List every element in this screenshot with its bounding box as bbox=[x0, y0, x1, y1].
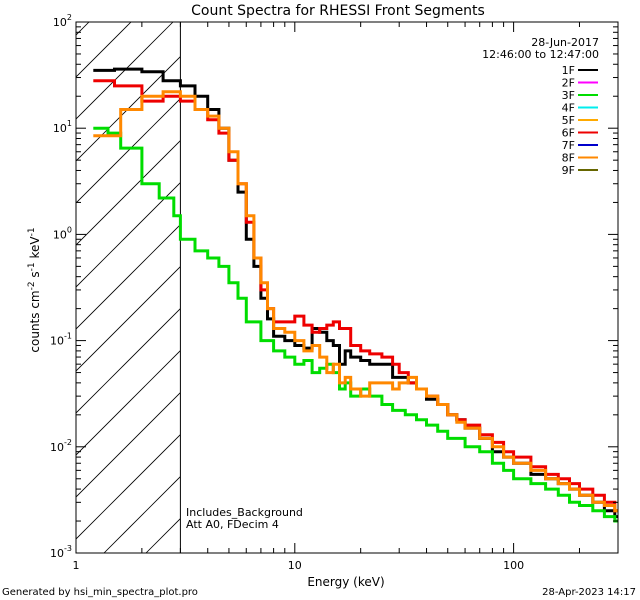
y-tick-label: 10-2 bbox=[50, 438, 72, 454]
legend-time-range: 12:46:00 to 12:47:00 bbox=[482, 48, 599, 61]
x-tick-label: 10 bbox=[288, 559, 302, 572]
legend-label: 6F bbox=[562, 127, 575, 140]
x-tick-label: 100 bbox=[503, 559, 524, 572]
x-axis-label: Energy (keV) bbox=[307, 575, 384, 589]
hatch-line bbox=[76, 266, 181, 372]
legend-label: 1F bbox=[562, 64, 575, 77]
hatch-line bbox=[76, 22, 174, 120]
y-tick-label: 102 bbox=[53, 13, 72, 29]
legend-label: 3F bbox=[562, 89, 575, 102]
series-layer bbox=[93, 67, 618, 523]
y-axis-label: counts cm-2 s-1 keV-1 bbox=[27, 227, 42, 352]
y-tick-label: 10-1 bbox=[50, 332, 72, 348]
legend-label: 8F bbox=[562, 152, 575, 165]
legend-label: 4F bbox=[562, 102, 575, 115]
legend-label: 5F bbox=[562, 114, 575, 127]
x-tick-label: 1 bbox=[73, 559, 80, 572]
hatch-line bbox=[76, 392, 181, 498]
legend-label: 9F bbox=[562, 164, 575, 177]
annotation-background: Includes_Background bbox=[186, 506, 303, 519]
hatch-line bbox=[76, 98, 181, 204]
plot-frame bbox=[75, 21, 619, 554]
footer-timestamp: 28-Apr-2023 14:17 bbox=[542, 587, 636, 598]
legend-label: 2F bbox=[562, 77, 575, 90]
legend-label: 7F bbox=[562, 139, 575, 152]
y-tick-label: 101 bbox=[53, 119, 72, 135]
legend: 28-Jun-2017 12:46:00 to 12:47:00 1F2F3F4… bbox=[482, 36, 599, 177]
footer-generated-by: Generated by hsi_min_spectra_plot.pro bbox=[2, 587, 198, 598]
axes: 10-3 10-2 10-1 100 101 102 1 10 100 bbox=[50, 13, 619, 572]
annotation-attenuator: Att A0, FDecim 4 bbox=[186, 518, 279, 531]
chart-title: Count Spectra for RHESSI Front Segments bbox=[191, 3, 485, 19]
y-tick-label: 10-3 bbox=[50, 544, 72, 560]
legend-date: 28-Jun-2017 bbox=[531, 36, 599, 49]
series-line-3f bbox=[93, 126, 618, 523]
series-line-8f bbox=[93, 90, 618, 513]
hatch-line bbox=[76, 434, 181, 540]
hatch-line bbox=[76, 224, 181, 330]
y-tick-label: 100 bbox=[53, 225, 72, 241]
